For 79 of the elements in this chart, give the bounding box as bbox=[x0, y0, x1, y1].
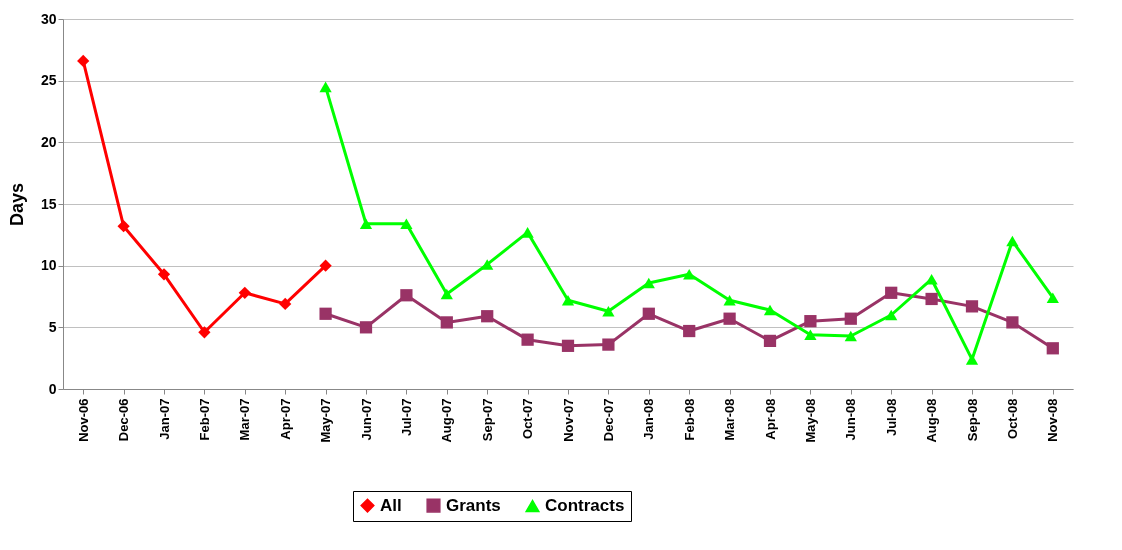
point bbox=[77, 54, 90, 68]
point bbox=[723, 312, 736, 325]
y-tick-label: 5 bbox=[48, 318, 57, 335]
point bbox=[1046, 292, 1059, 304]
point bbox=[602, 338, 615, 351]
point bbox=[965, 300, 979, 313]
point bbox=[844, 312, 857, 325]
x-tick-label: Jan-08 bbox=[641, 398, 657, 440]
point bbox=[400, 218, 413, 230]
x-tick-label: Oct-08 bbox=[1004, 398, 1020, 439]
point bbox=[804, 315, 817, 328]
x-tick-label: Jul-08 bbox=[883, 398, 899, 437]
x-tick-label: Sep-07 bbox=[479, 398, 495, 442]
point bbox=[481, 259, 494, 270]
point bbox=[400, 289, 413, 302]
point bbox=[885, 286, 898, 299]
x-tick-label: Nov-07 bbox=[560, 398, 576, 442]
x-tick-label: Feb-08 bbox=[681, 398, 697, 441]
point bbox=[117, 220, 130, 233]
point bbox=[440, 288, 453, 300]
x-tick-label: Sep-08 bbox=[964, 398, 980, 442]
point bbox=[642, 277, 655, 289]
point bbox=[723, 294, 736, 306]
point bbox=[925, 292, 938, 306]
point bbox=[1046, 342, 1059, 355]
point bbox=[683, 269, 696, 280]
point bbox=[481, 310, 494, 323]
x-tick-label: Feb-07 bbox=[196, 398, 212, 441]
point bbox=[965, 354, 979, 365]
x-tick-label: Dec-06 bbox=[116, 398, 132, 442]
point bbox=[521, 333, 534, 346]
x-tick-label: Nov-06 bbox=[75, 398, 91, 442]
y-tick-label: 15 bbox=[40, 195, 57, 212]
point bbox=[1006, 235, 1019, 247]
point bbox=[561, 294, 575, 306]
point bbox=[683, 324, 696, 338]
point bbox=[359, 218, 373, 230]
point bbox=[804, 329, 817, 341]
x-tick-label: Nov-08 bbox=[1045, 398, 1061, 442]
x-tick-label: Aug-08 bbox=[924, 398, 940, 443]
point bbox=[157, 268, 171, 281]
x-tick-label: Dec-07 bbox=[600, 398, 616, 442]
point bbox=[319, 307, 332, 320]
point bbox=[359, 321, 373, 334]
y-tick-label: 30 bbox=[40, 10, 57, 27]
x-tick-label: Jul-07 bbox=[398, 398, 414, 437]
legend-label: Grants bbox=[446, 495, 501, 515]
point bbox=[319, 81, 332, 93]
point bbox=[279, 297, 292, 311]
x-tick-label: Mar-07 bbox=[237, 398, 253, 441]
point bbox=[602, 306, 615, 317]
point bbox=[238, 286, 251, 299]
x-tick-label: Jan-07 bbox=[156, 398, 172, 440]
point bbox=[1006, 316, 1019, 329]
x-tick-label: May-07 bbox=[318, 398, 334, 443]
x-tick-label: Mar-08 bbox=[722, 398, 738, 441]
y-axis-title: Days bbox=[6, 182, 27, 227]
point bbox=[844, 330, 857, 342]
point bbox=[198, 326, 211, 339]
y-tick-label: 0 bbox=[48, 380, 57, 397]
x-tick-label: Aug-07 bbox=[439, 398, 455, 443]
point bbox=[440, 316, 453, 329]
point bbox=[885, 309, 898, 321]
y-tick-label: 20 bbox=[40, 133, 57, 150]
y-tick-label: 25 bbox=[40, 72, 57, 89]
point bbox=[642, 307, 655, 320]
x-tick-label: Jun-07 bbox=[358, 398, 374, 441]
point bbox=[763, 304, 777, 316]
point bbox=[763, 334, 777, 348]
x-tick-label: Apr-07 bbox=[277, 398, 293, 440]
legend-label: All bbox=[380, 495, 402, 515]
x-tick-label: May-08 bbox=[802, 398, 818, 443]
point bbox=[319, 259, 332, 272]
x-tick-label: Jun-08 bbox=[843, 398, 859, 441]
legend-label: Contracts bbox=[545, 496, 625, 516]
point bbox=[561, 339, 575, 352]
y-tick-label: 10 bbox=[40, 257, 57, 274]
x-tick-label: Apr-08 bbox=[762, 398, 778, 440]
x-tick-label: Oct-07 bbox=[520, 398, 536, 439]
